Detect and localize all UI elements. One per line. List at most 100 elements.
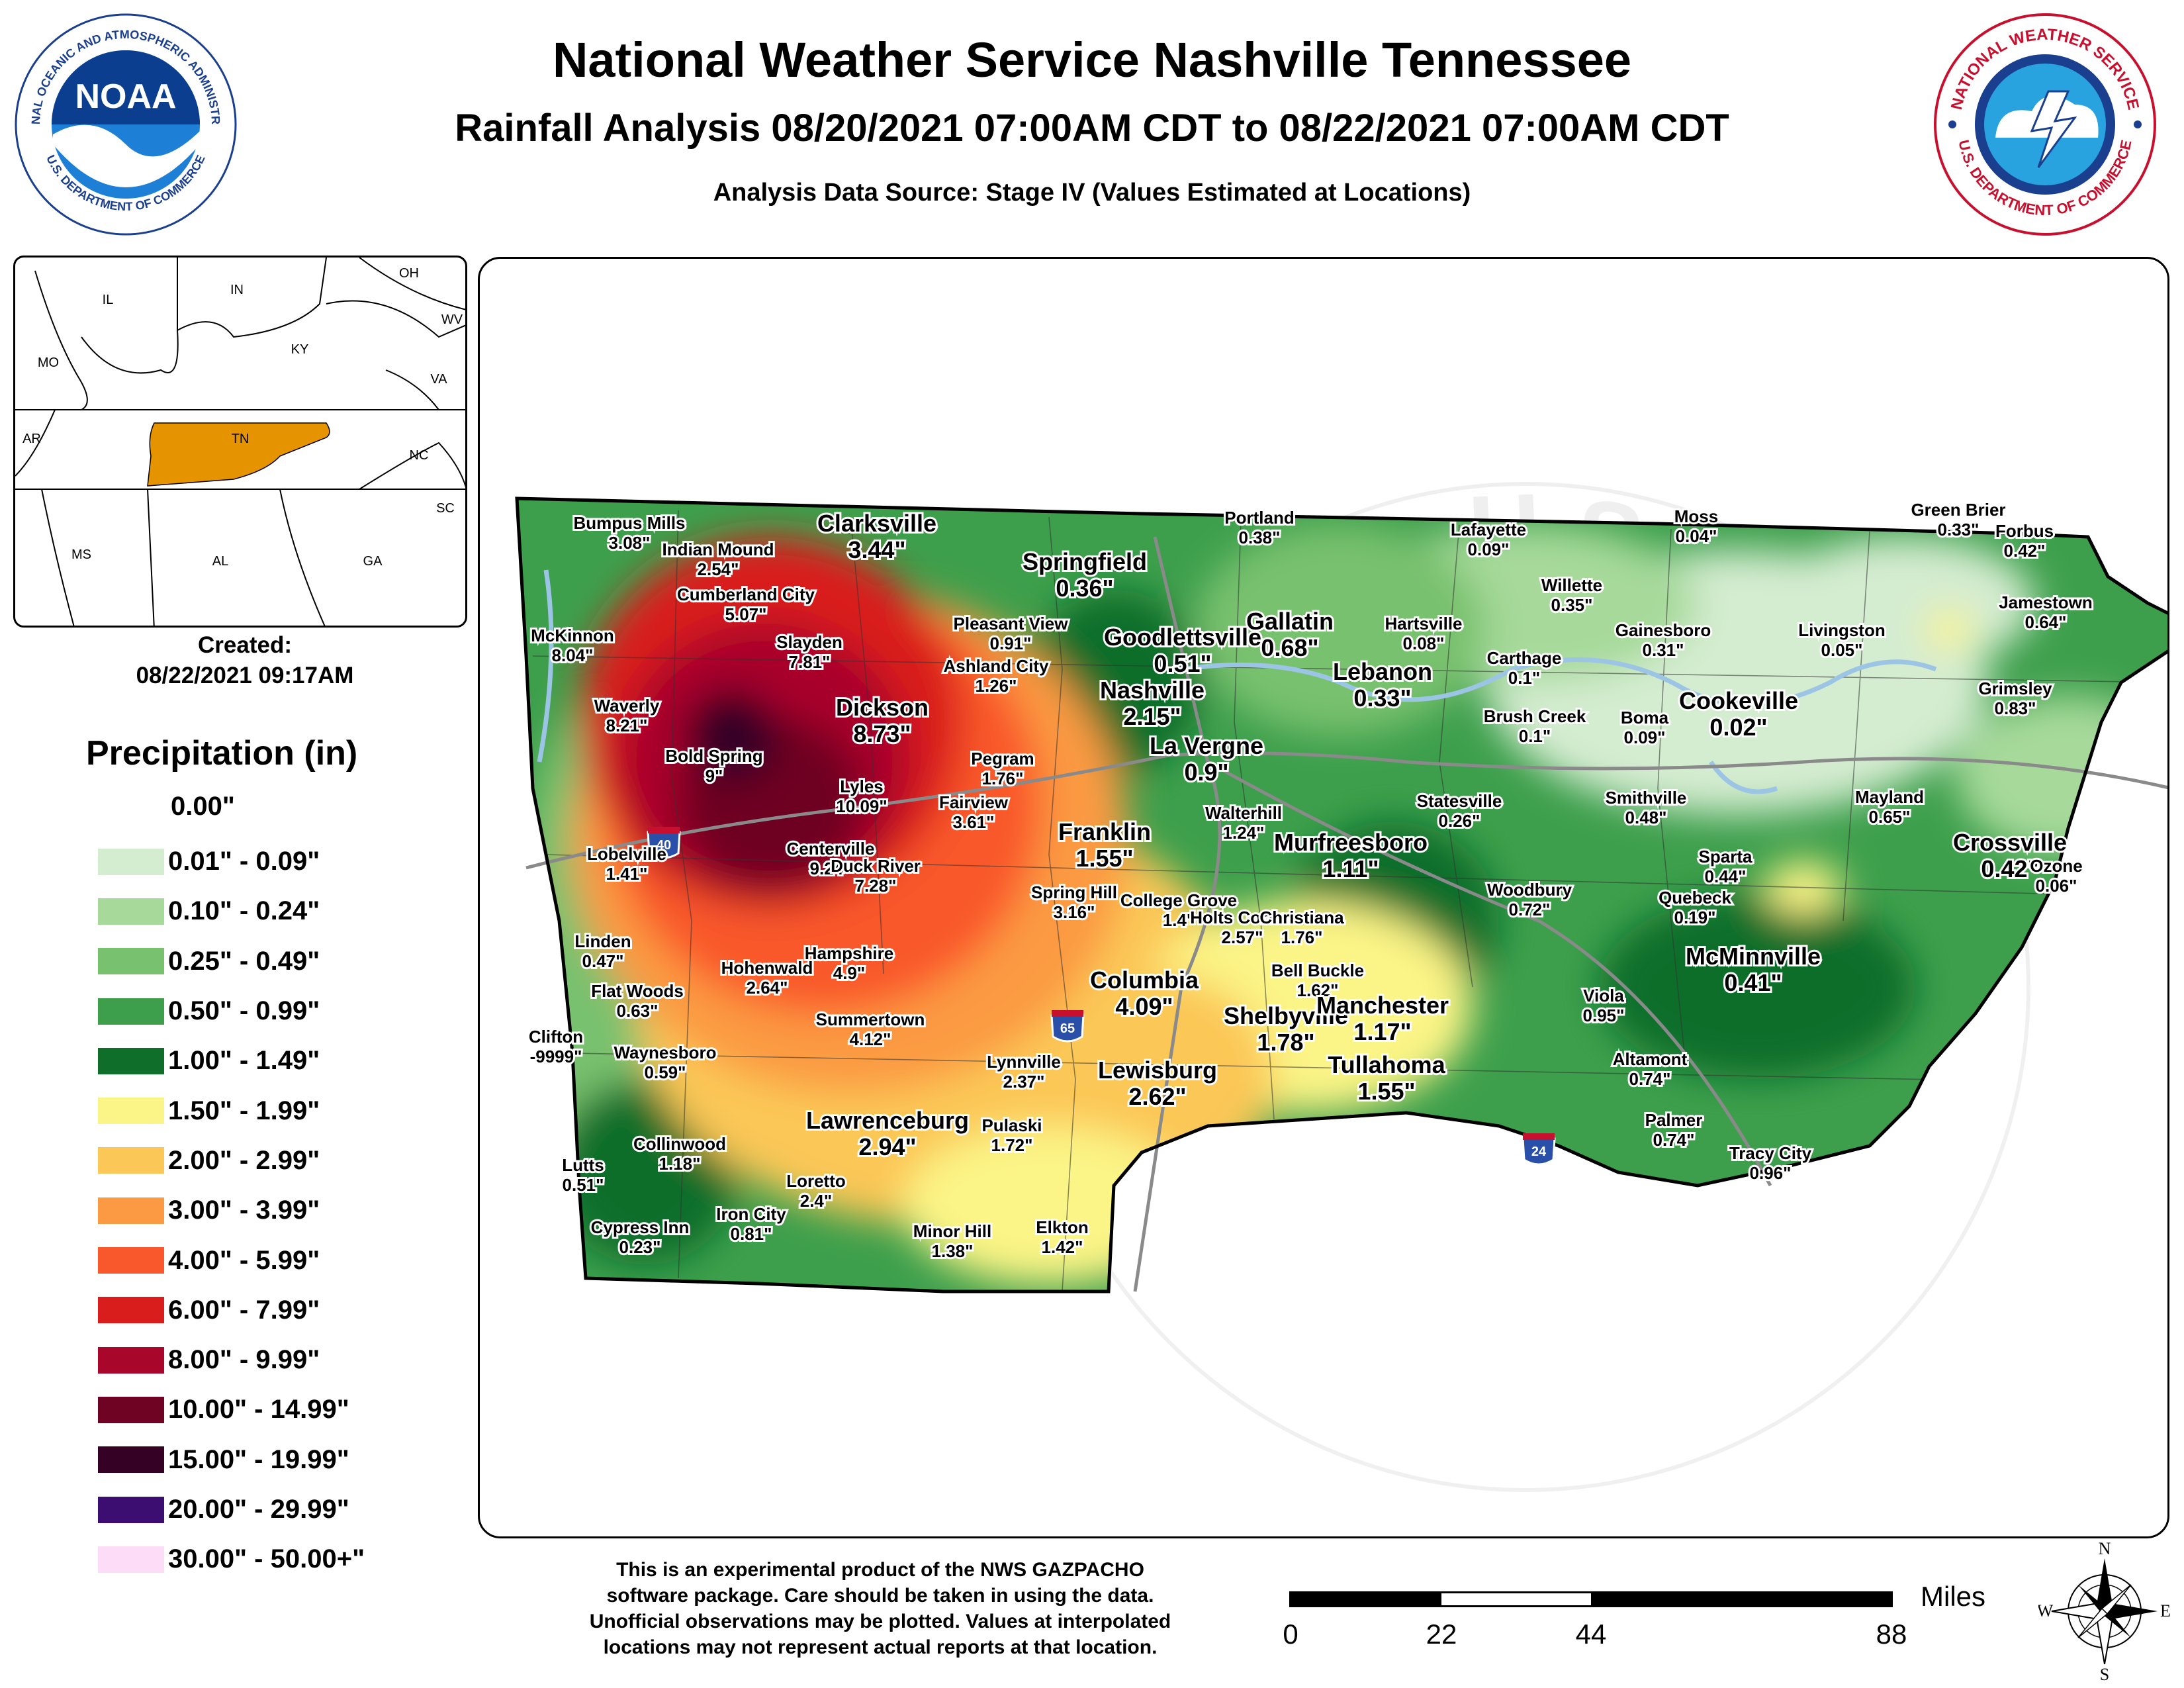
place-name: Willette	[1541, 575, 1602, 595]
legend-swatch	[98, 848, 164, 875]
place-rainfall-value: 0.42"	[1981, 855, 2038, 882]
state-label: WV	[441, 312, 463, 327]
compass-rose-icon: N S E W	[2037, 1539, 2171, 1684]
place-name: Lawrenceburg	[806, 1107, 969, 1134]
legend-label: 8.00" - 9.99"	[168, 1345, 320, 1375]
place-rainfall-value: 7.81"	[789, 652, 831, 672]
place-name: Lynnville	[987, 1052, 1061, 1072]
place-rainfall-value: 1.76"	[982, 769, 1024, 788]
place-rainfall-value: 2.4"	[800, 1191, 832, 1211]
legend-label: 15.00" - 19.99"	[168, 1444, 349, 1474]
rivers	[537, 569, 1937, 794]
place-rainfall-value: 0.19"	[1674, 908, 1716, 927]
legend-item: 1.00" - 1.49"	[98, 1036, 320, 1086]
place-name: La Vergne	[1150, 732, 1263, 759]
i65-shield: 65	[1050, 1010, 1085, 1043]
place-name: Gainesboro	[1615, 620, 1711, 640]
place-name: Lyles	[840, 776, 884, 796]
place-rainfall-value: 0.74"	[1629, 1069, 1671, 1089]
legend-swatch	[98, 1147, 164, 1174]
legend-item: 2.00" - 2.99"	[98, 1136, 320, 1186]
place-name: Cypress Inn	[591, 1217, 690, 1237]
place-rainfall-value: 0.47"	[582, 951, 624, 971]
place-name: Fairview	[939, 792, 1009, 812]
place-name: Lutts	[562, 1155, 604, 1175]
place-rainfall-value: 3.16"	[1054, 902, 1095, 922]
svg-text:NOAA: NOAA	[75, 77, 176, 116]
place-rainfall-value: 0.26"	[1439, 811, 1480, 831]
place-label: Clifton-9999"	[527, 1025, 585, 1068]
legend-label: 1.50" - 1.99"	[168, 1096, 320, 1125]
state-label: KY	[291, 342, 309, 357]
place-rainfall-value: 0.59"	[645, 1062, 686, 1082]
place-rainfall-value: 0.1"	[1508, 668, 1540, 688]
place-name: Walterhill	[1205, 803, 1282, 823]
place-rainfall-value: 0.81"	[731, 1224, 772, 1244]
place-rainfall-value: 0.64"	[2025, 612, 2067, 632]
interstate-lines	[525, 536, 2167, 1292]
legend-label: 2.00" - 2.99"	[168, 1145, 320, 1175]
place-name: Carthage	[1487, 648, 1562, 668]
place-rainfall-value: 0.41"	[1724, 969, 1782, 996]
place-rainfall-value: 3.61"	[953, 812, 995, 832]
legend-swatch	[98, 1047, 164, 1074]
place-name: Centerville	[787, 839, 875, 859]
place-name: Sparta	[1699, 847, 1752, 867]
legend-label: 0.25" - 0.49"	[168, 946, 320, 976]
svg-text:40: 40	[657, 838, 671, 853]
place-rainfall-value: 8.04"	[552, 645, 594, 665]
svg-text:65: 65	[1060, 1021, 1075, 1036]
place-name: Pleasant View	[954, 614, 1069, 633]
state-label: GA	[363, 554, 383, 569]
place-name: Goodlettsville	[1104, 624, 1261, 651]
place-rainfall-value: 1.11"	[1322, 855, 1379, 882]
place-name: Collinwood	[633, 1134, 726, 1154]
place-rainfall-value: 5.07"	[725, 604, 767, 624]
tn-highlight	[147, 422, 330, 487]
legend-label: 0.01" - 0.09"	[168, 847, 320, 876]
place-name: Lebanon	[1333, 658, 1432, 685]
place-name: Tracy City	[1729, 1143, 1812, 1163]
place-rainfall-value: 0.02"	[1709, 714, 1767, 741]
legend-no-data-label: 0.00"	[171, 792, 235, 821]
place-rainfall-value: 1.62"	[1297, 980, 1339, 1000]
place-rainfall-value: 2.62"	[1128, 1083, 1186, 1110]
place-rainfall-value: 8.73"	[853, 720, 911, 747]
place-rainfall-value: 1.38"	[932, 1241, 974, 1261]
legend-title: Precipitation (in)	[86, 734, 358, 773]
legend-swatch	[98, 1197, 164, 1224]
page-subtitle: Rainfall Analysis 08/20/2021 07:00AM CDT…	[455, 107, 1729, 150]
data-source: Analysis Data Source: Stage IV (Values E…	[713, 179, 1471, 207]
legend-swatch	[98, 1396, 164, 1423]
state-label: MS	[71, 547, 91, 562]
legend-item: 0.25" - 0.49"	[98, 937, 320, 986]
place-rainfall-value: 0.68"	[1261, 634, 1318, 661]
scale-tick: 88	[1876, 1618, 1907, 1650]
legend-item: 0.10" - 0.24"	[98, 886, 320, 936]
i40-shield: 40	[647, 827, 681, 859]
place-rainfall-value: 0.51"	[1154, 650, 1211, 677]
place-rainfall-value: 0.09"	[1624, 727, 1666, 747]
county-lines	[532, 510, 2167, 1291]
place-name: Green Brier	[1911, 500, 2005, 520]
created-timestamp: 08/22/2021 09:17AM	[136, 663, 354, 688]
legend-label: 3.00" - 3.99"	[168, 1196, 320, 1225]
state-label: OH	[399, 266, 419, 281]
